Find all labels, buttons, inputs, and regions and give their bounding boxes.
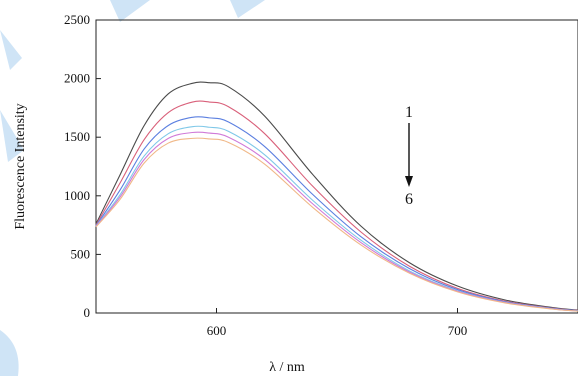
y-tick-label: 1000 <box>64 188 90 203</box>
y-axis: 0 500 1000 1500 2000 2500 <box>64 12 101 320</box>
y-tick-label: 2000 <box>64 71 90 86</box>
decor-shape <box>0 330 19 376</box>
series-line-4 <box>95 125 578 312</box>
series-group <box>95 81 578 312</box>
y-tick-label: 500 <box>71 246 91 261</box>
x-axis: 600 700 <box>207 308 468 338</box>
background-decor <box>0 0 265 376</box>
y-tick-label: 0 <box>84 305 91 320</box>
x-tick-label: 600 <box>207 323 227 338</box>
decor-shape <box>230 0 265 18</box>
x-axis-label: λ / nm <box>269 360 305 375</box>
trend-annotation: 1 6 <box>405 104 413 208</box>
annotation-end-label: 6 <box>405 191 413 208</box>
decor-shape <box>0 30 22 70</box>
y-tick-label: 2500 <box>64 12 90 27</box>
y-axis-label: Fluorescence Intensity <box>13 103 28 229</box>
series-line-2 <box>95 100 578 311</box>
y-tick-label: 1500 <box>64 129 90 144</box>
decor-shape <box>110 0 150 22</box>
decor-shape <box>0 110 24 162</box>
annotation-arrow-head <box>405 176 413 187</box>
annotation-start-label: 1 <box>405 104 413 121</box>
series-line-1 <box>95 81 578 311</box>
series-line-6 <box>95 137 578 312</box>
series-line-3 <box>95 116 578 312</box>
x-tick-label: 700 <box>448 323 468 338</box>
plot-frame <box>95 19 578 314</box>
